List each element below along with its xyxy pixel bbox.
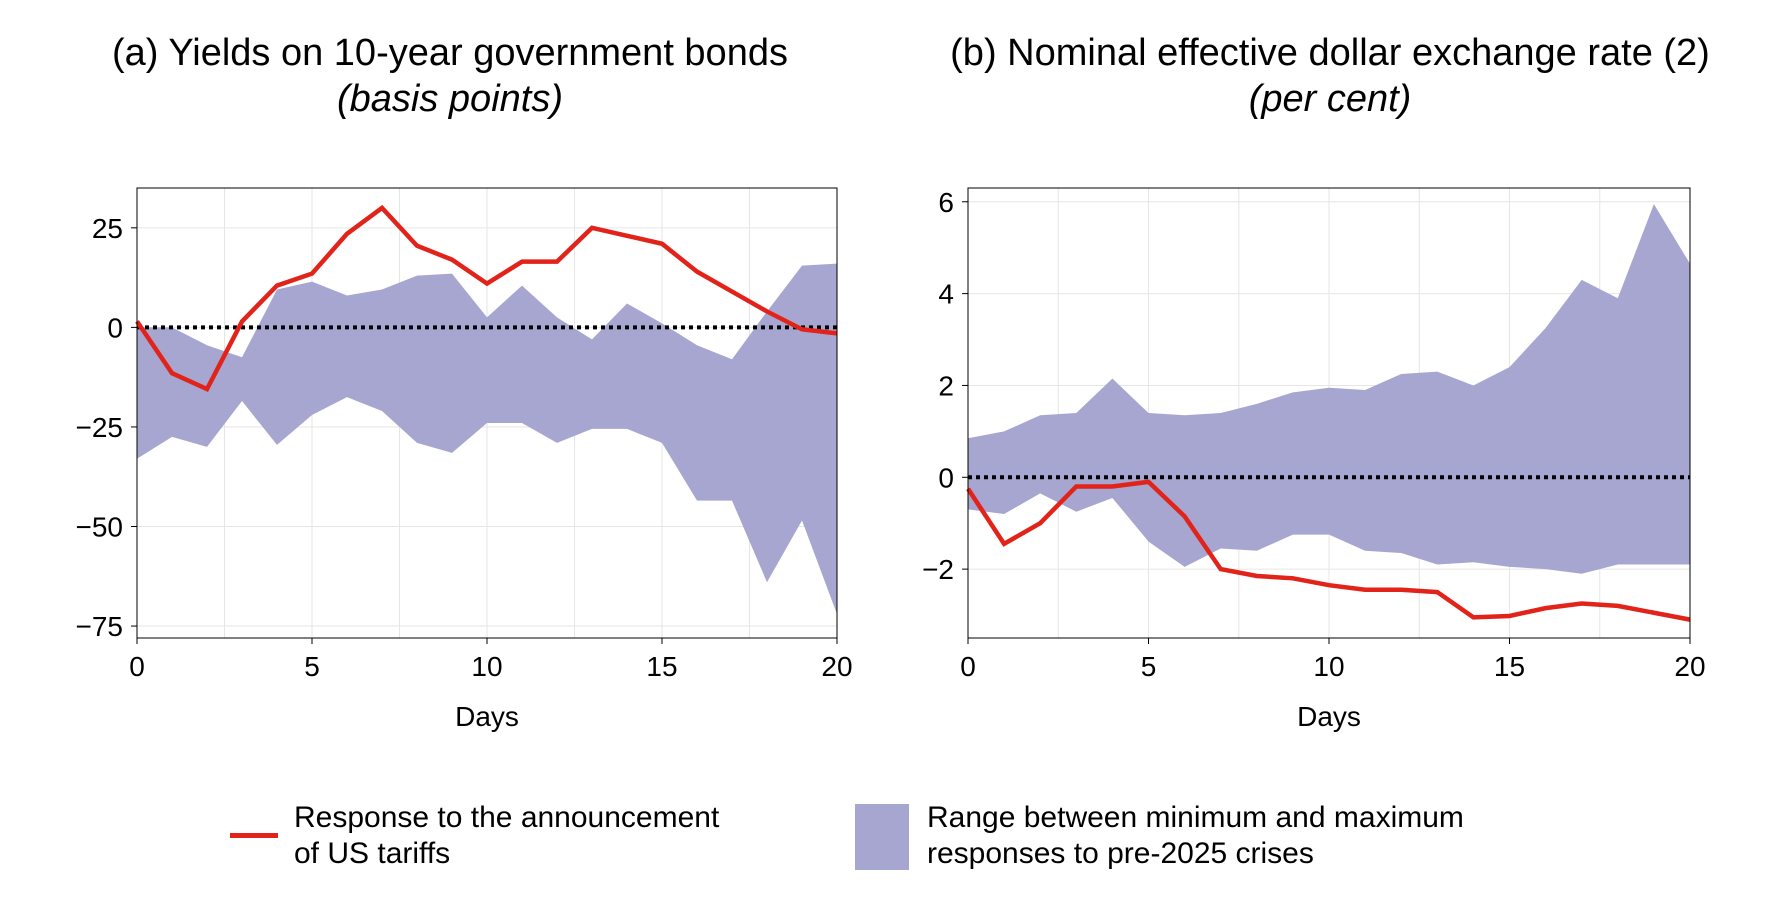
panel-a-ytick-label-3: −50 [76, 511, 124, 542]
panel-b-ytick-label-1: 4 [938, 279, 954, 310]
legend-band-swatch [855, 804, 909, 870]
panel-a-range-band [137, 263, 837, 615]
legend-range-label: Range between minimum and maximum respon… [927, 800, 1464, 872]
legend-response-line-1: Response to the announcement [294, 801, 720, 834]
legend-line-swatch [230, 833, 278, 838]
panel-a-xtick-label-1: 5 [304, 651, 320, 682]
panel-b-xtick-label-4: 20 [1674, 651, 1705, 682]
panel-a-ytick-label-2: −25 [76, 412, 124, 443]
panel-b-ytick-label-0: 6 [938, 187, 954, 218]
legend-range-line-2: responses to pre-2025 crises [927, 837, 1314, 870]
panel-b-ytick-label-3: 0 [938, 462, 954, 493]
panel-b-ytick-label-2: 2 [938, 370, 954, 401]
panel-a-ytick-label-0: 25 [92, 213, 123, 244]
panel-b-response-line [966, 479, 1691, 622]
panel-a-xtick-label-0: 0 [129, 651, 145, 682]
panel-a-ytick-label-1: 0 [107, 312, 123, 343]
panel-b-ytick-label-4: −2 [922, 554, 954, 585]
panel-b-subtitle: (per cent) [1248, 78, 1412, 120]
legend-range-line-1: Range between minimum and maximum [927, 801, 1464, 834]
panel-b-title: (b) Nominal effective dollar exchange ra… [900, 30, 1760, 122]
panel-a-xtick-label-4: 20 [821, 651, 852, 682]
panel-a-title: (a) Yields on 10-year government bonds (… [60, 30, 840, 122]
panel-b-xtick-label-1: 5 [1141, 651, 1157, 682]
panel-a-xtick-label-3: 15 [646, 651, 677, 682]
panel-a-ytick-label-4: −75 [76, 611, 124, 642]
panel-b-xtick-label-0: 0 [960, 651, 976, 682]
panel-a-response-line [135, 204, 838, 393]
legend-response-line-2: of US tariffs [294, 837, 451, 870]
panel-a-subtitle: (basis points) [337, 78, 563, 120]
panel-b-x-axis-label: Days [1297, 701, 1361, 732]
panel-b-xtick-label-2: 10 [1313, 651, 1344, 682]
panel-a-xtick-label-2: 10 [471, 651, 502, 682]
panel-a-title-text: (a) Yields on 10-year government bonds [112, 32, 788, 74]
panel-b-title-text: (b) Nominal effective dollar exchange ra… [950, 32, 1710, 74]
panel-a-x-axis-label: Days [455, 701, 519, 732]
legend-response-label: Response to the announcement of US tarif… [294, 800, 719, 872]
panel-b-xtick-label-3: 15 [1494, 651, 1525, 682]
